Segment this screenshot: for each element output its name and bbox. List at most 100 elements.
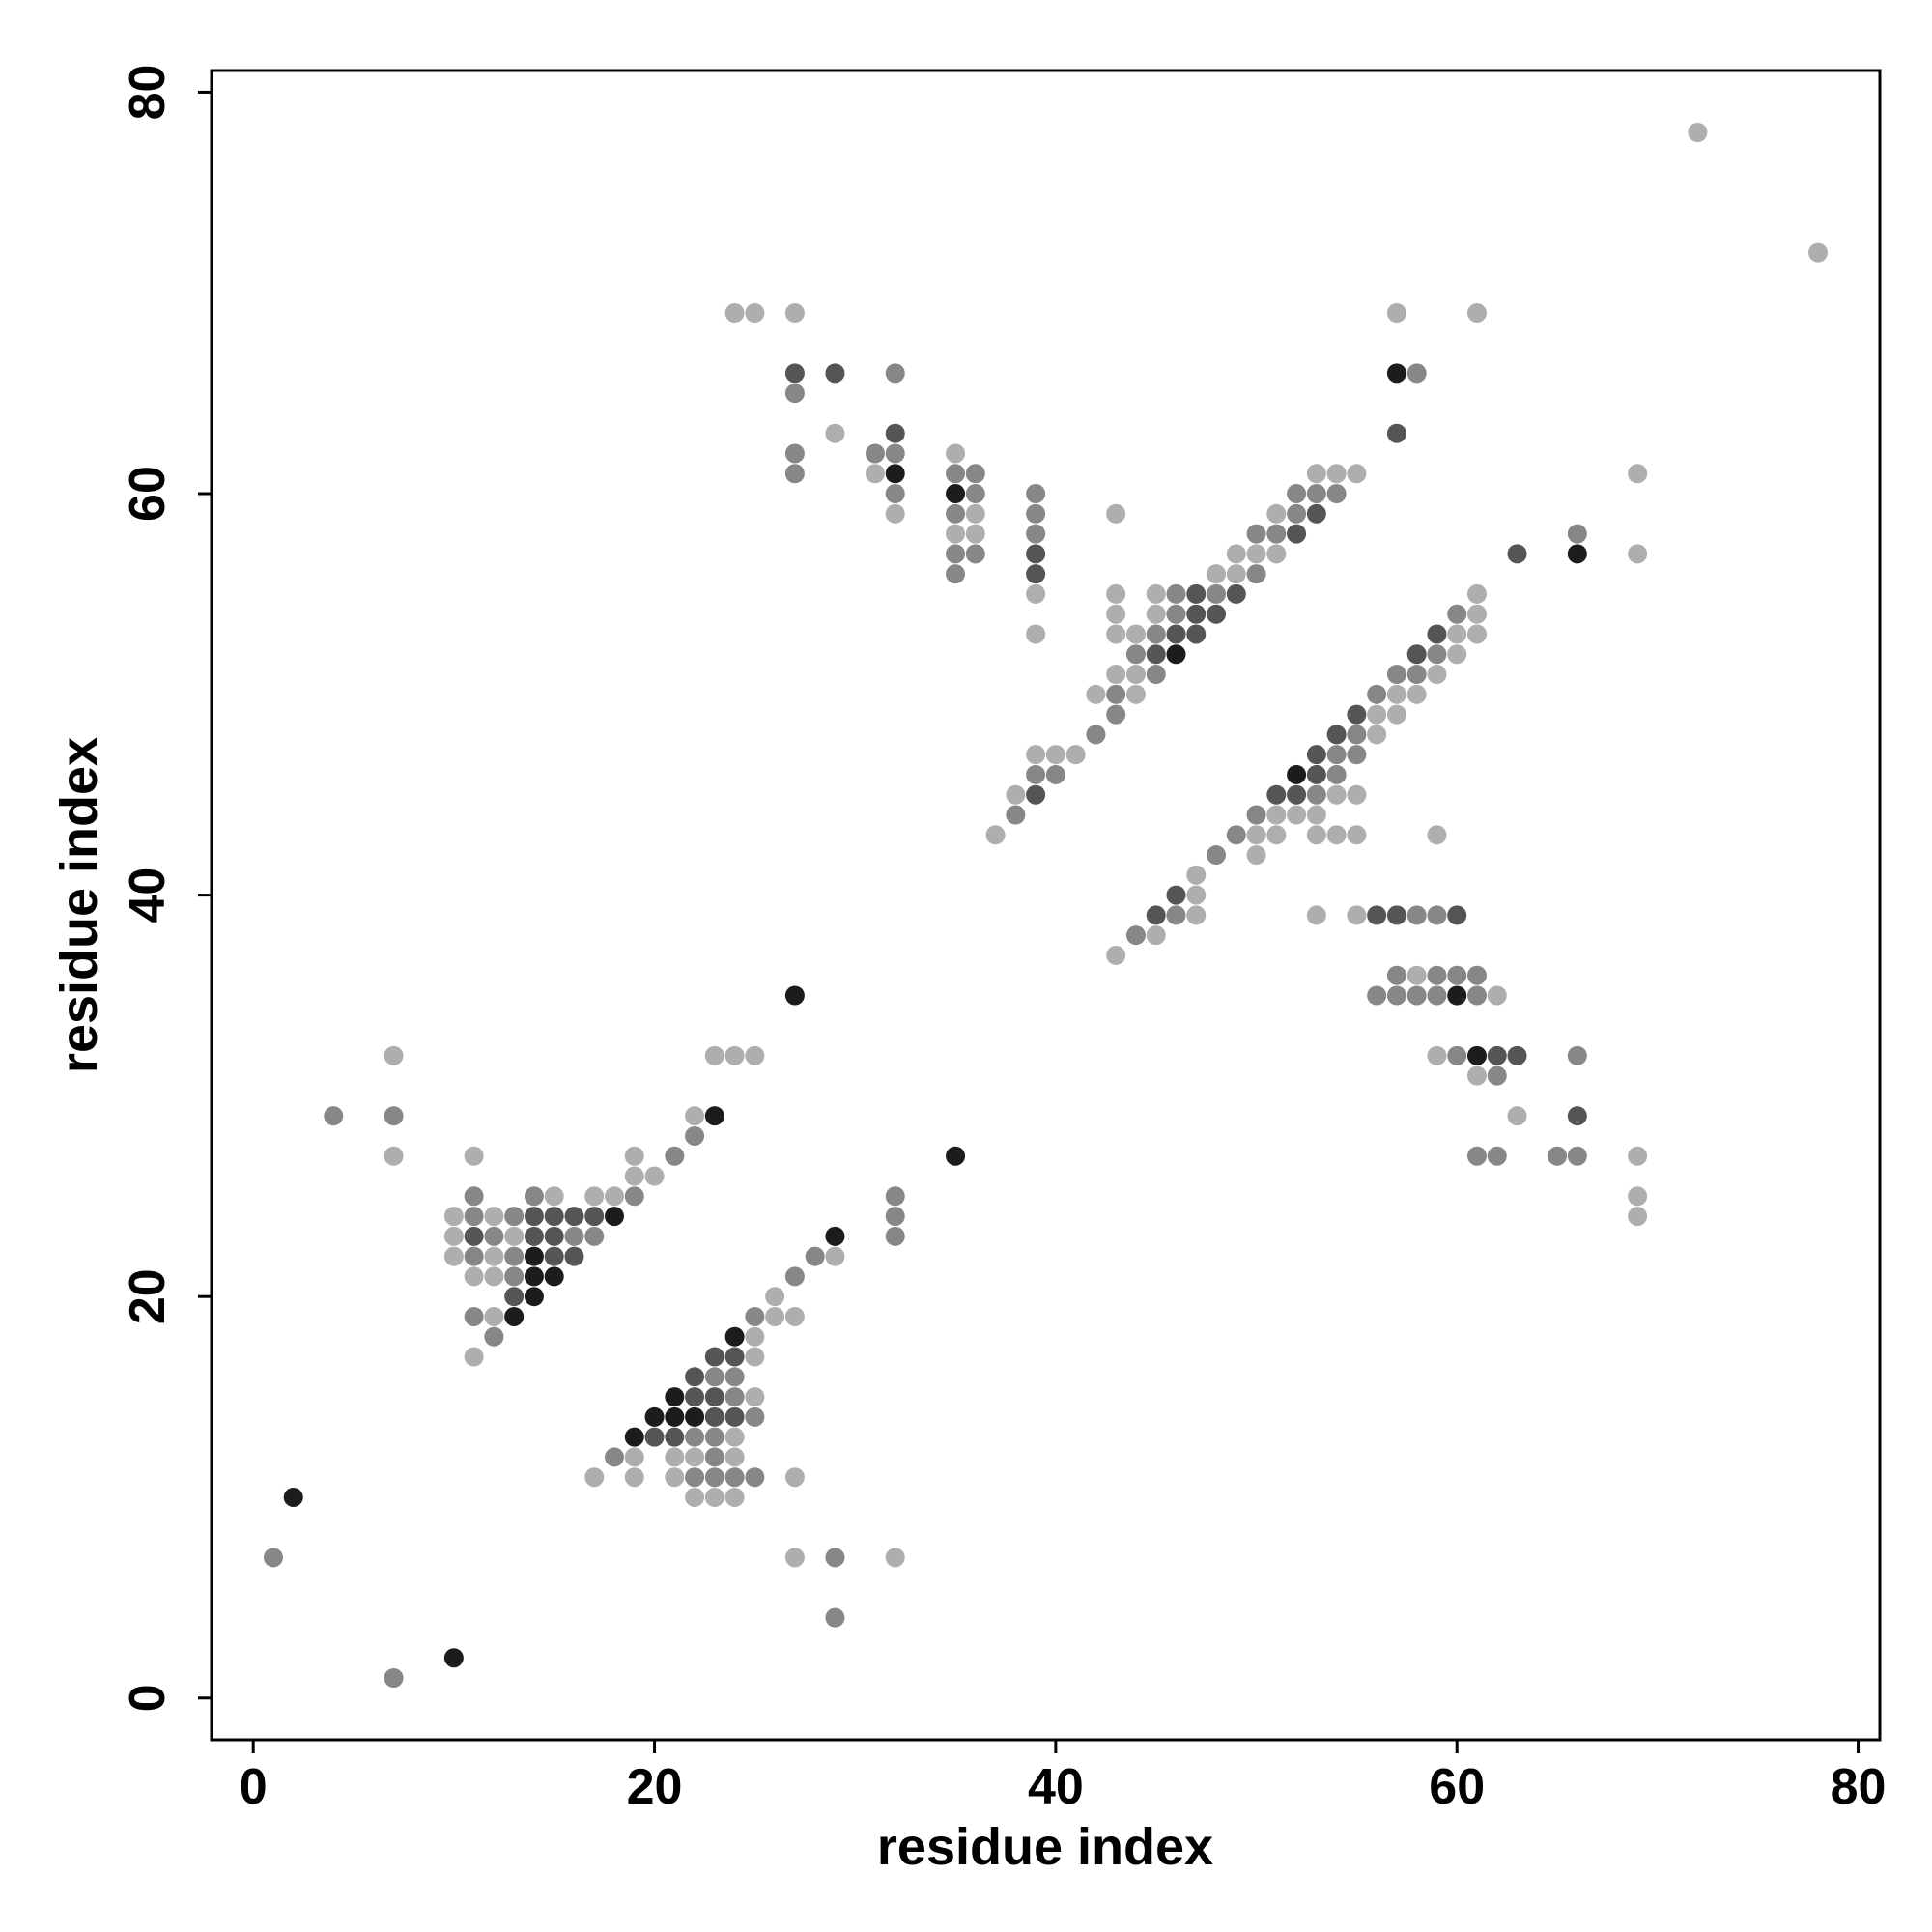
point (1326, 764, 1347, 784)
point (1447, 905, 1467, 925)
point (524, 1226, 544, 1246)
point (1065, 745, 1086, 765)
point (1628, 1146, 1648, 1166)
point (1106, 583, 1126, 604)
point (624, 1166, 644, 1186)
point (685, 1406, 705, 1427)
point (1466, 604, 1487, 624)
point (384, 1668, 404, 1688)
point (1628, 464, 1648, 484)
point (1006, 784, 1026, 805)
point (1688, 123, 1708, 142)
point (564, 1226, 584, 1246)
y-axis-title: residue index (50, 737, 108, 1073)
point (1507, 544, 1527, 564)
point (1287, 764, 1307, 784)
point (504, 1287, 525, 1307)
point (1487, 1065, 1507, 1086)
point (1427, 825, 1447, 845)
point (1367, 684, 1387, 704)
point (1166, 583, 1186, 604)
point (524, 1207, 544, 1227)
point (1246, 805, 1266, 825)
point (443, 1207, 464, 1227)
point (1347, 825, 1367, 845)
point (1045, 745, 1065, 765)
point (464, 1246, 484, 1266)
point (885, 1548, 905, 1568)
point (1326, 464, 1347, 484)
y-tick-label: 20 (120, 1268, 176, 1324)
point (885, 1186, 905, 1207)
point (584, 1467, 605, 1488)
point (1427, 644, 1447, 665)
point (384, 1146, 404, 1166)
point (1386, 684, 1406, 704)
point (464, 1207, 484, 1227)
point (1628, 1186, 1648, 1207)
y-tick-label: 80 (120, 65, 176, 121)
point (784, 464, 805, 484)
point (1246, 544, 1266, 564)
point (1466, 583, 1487, 604)
point (1326, 484, 1347, 504)
point (1466, 965, 1487, 985)
point (885, 363, 905, 384)
point (1146, 604, 1166, 624)
point (1306, 905, 1326, 925)
point (1367, 985, 1387, 1006)
point (724, 1487, 745, 1507)
point (1266, 524, 1287, 544)
point (384, 1045, 404, 1065)
x-tick-label: 40 (1028, 1759, 1084, 1815)
point (685, 1467, 705, 1488)
point (644, 1427, 665, 1447)
point (1166, 644, 1186, 665)
point (724, 1406, 745, 1427)
point (1106, 665, 1126, 685)
point (825, 423, 845, 443)
point (1427, 985, 1447, 1006)
point (724, 1326, 745, 1347)
point (324, 1106, 344, 1126)
point (464, 1306, 484, 1326)
point (1026, 764, 1046, 784)
point (484, 1246, 504, 1266)
point (1367, 905, 1387, 925)
point (524, 1246, 544, 1266)
point (1326, 784, 1347, 805)
point (946, 443, 966, 464)
point (1487, 1045, 1507, 1065)
point (724, 1467, 745, 1488)
point (724, 1347, 745, 1367)
point (784, 1467, 805, 1488)
point (685, 1487, 705, 1507)
point (1347, 724, 1367, 745)
point (384, 1106, 404, 1126)
point (504, 1306, 525, 1326)
point (1125, 624, 1146, 644)
point (484, 1266, 504, 1287)
point (784, 384, 805, 404)
point (685, 1427, 705, 1447)
point (1186, 624, 1207, 644)
point (946, 484, 966, 504)
point (1226, 564, 1246, 584)
point (584, 1207, 605, 1227)
point (985, 825, 1006, 845)
point (1306, 764, 1326, 784)
point (1125, 665, 1146, 685)
point (1367, 724, 1387, 745)
point (1166, 604, 1186, 624)
point (1466, 1065, 1487, 1086)
point (885, 1207, 905, 1227)
point (1287, 503, 1307, 524)
point (1406, 665, 1427, 685)
point (624, 1467, 644, 1488)
point (745, 1347, 765, 1367)
point (1447, 604, 1467, 624)
point (1246, 524, 1266, 544)
point (1287, 805, 1307, 825)
point (1386, 303, 1406, 324)
point (745, 1406, 765, 1427)
